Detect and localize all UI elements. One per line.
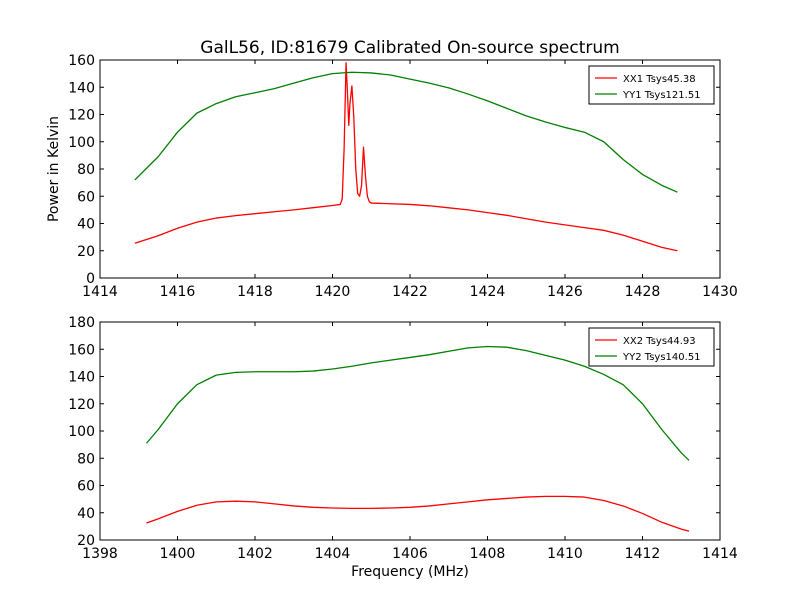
- y-tick-label: 60: [77, 479, 95, 495]
- x-tick-label: 1402: [237, 546, 273, 562]
- figure-title: GalL56, ID:81679 Calibrated On-source sp…: [200, 38, 619, 58]
- y-tick-label: 80: [77, 451, 95, 467]
- y-tick-label: 40: [77, 506, 95, 522]
- legend-label-1: XX1 Tsys45.38: [623, 74, 696, 85]
- plots: 1414 1416 1418 1420 1422 1424 1426 1428 1430 0 20 4…: [46, 53, 738, 580]
- plot-1: 1414 1416 1418 1420 1422 1424 1426 1428 1430 0 20 4…: [46, 53, 738, 300]
- y-tick-label: 140: [68, 80, 95, 96]
- series-line-2: [146, 345, 690, 461]
- x-tick-label: 1428: [625, 284, 661, 300]
- x-tick-label: 1426: [547, 284, 583, 300]
- y-tick-label: 60: [77, 189, 95, 205]
- legend-label-2: YY2 Tsys140.51: [622, 352, 701, 363]
- x-tick-label: 1414: [702, 546, 738, 562]
- x-tick-label: 1398: [82, 546, 118, 562]
- y-tick-label: 120: [68, 397, 95, 413]
- y-tick-label: 100: [68, 424, 95, 440]
- x-tick-label: 1422: [392, 284, 428, 300]
- series-line-1: [134, 62, 678, 252]
- y-tick-label: 160: [68, 342, 95, 358]
- x-tick-label: 1412: [625, 546, 661, 562]
- x-tick-label: 1418: [237, 284, 273, 300]
- y-tick-label: 80: [77, 162, 95, 178]
- y-axis-label: Power in Kelvin: [46, 116, 62, 222]
- y-tick-label: 20: [77, 533, 95, 549]
- legend-box: [588, 327, 715, 367]
- y-tick-label: 160: [68, 53, 95, 69]
- x-tick-label: 1408: [470, 546, 506, 562]
- series-line-1: [146, 495, 690, 532]
- x-tick-label: 1400: [160, 546, 196, 562]
- y-tick-label: 100: [68, 135, 95, 151]
- y-tick-label: 180: [68, 315, 95, 331]
- y-tick-label: 120: [68, 108, 95, 124]
- legend: XX1 Tsys45.38 YY1 Tsys121.51: [588, 65, 715, 105]
- x-tick-label: 1410: [547, 546, 583, 562]
- x-tick-label: 1406: [392, 546, 428, 562]
- x-axis-label: Frequency (MHz): [351, 564, 469, 580]
- series-line-2: [134, 71, 678, 193]
- x-tick-label: 1430: [702, 284, 738, 300]
- legend-label-1: XX2 Tsys44.93: [623, 336, 696, 347]
- legend-box: [588, 65, 715, 105]
- x-tick-label: 1416: [160, 284, 196, 300]
- x-tick-label: 1404: [315, 546, 351, 562]
- x-tick-label: 1420: [315, 284, 351, 300]
- y-tick-label: 20: [77, 244, 95, 260]
- y-tick-label: 0: [86, 271, 95, 287]
- plot-2: 1398 1400 1402 1404 1406 1408 1410 1412 1414 20 40…: [68, 315, 738, 580]
- x-tick-label: 1424: [470, 284, 506, 300]
- y-tick-label: 140: [68, 370, 95, 386]
- x-tick-label: 1414: [82, 284, 118, 300]
- legend: XX2 Tsys44.93 YY2 Tsys140.51: [588, 327, 715, 367]
- y-tick-label: 40: [77, 217, 95, 233]
- legend-label-2: YY1 Tsys121.51: [622, 90, 701, 101]
